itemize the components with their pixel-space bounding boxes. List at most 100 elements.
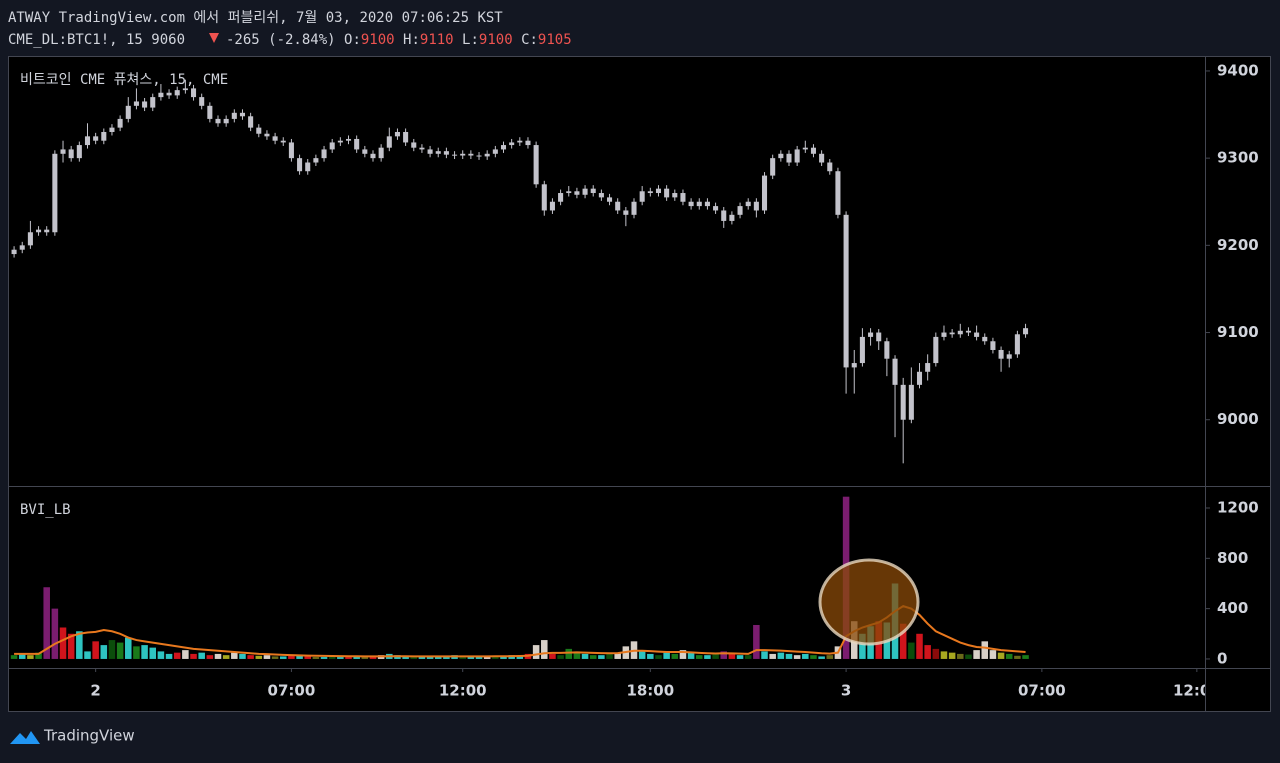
candle-body: [729, 214, 735, 221]
candle-body: [574, 191, 580, 195]
ohlc-label: H:: [403, 32, 420, 48]
volume-bar: [671, 653, 679, 659]
volume-bar: [581, 653, 589, 659]
volume-bar: [141, 645, 148, 659]
candle-body: [908, 384, 914, 420]
x-tick-label: 07:00: [268, 682, 316, 700]
axis-labels: 2 07:00 12:00 18:00 3 07:00 12:00 9000 9100 9200 9…: [90, 61, 1258, 699]
volume-bar: [18, 653, 26, 659]
volume-bar: [663, 652, 670, 659]
candle-body: [549, 201, 555, 211]
volume-bar: [239, 653, 246, 659]
candle-body: [802, 147, 808, 150]
volume-bar: [108, 640, 116, 659]
y-tick-label: 9100: [1217, 323, 1259, 341]
candle-body: [345, 138, 352, 141]
candle-body: [598, 193, 604, 198]
candle-body: [835, 171, 841, 215]
x-tick-label: 2: [90, 682, 100, 700]
candle-body: [941, 332, 947, 337]
volume-bar: [198, 652, 205, 659]
candle-body: [378, 147, 384, 159]
volume-bar: [328, 656, 336, 659]
candle-body: [794, 149, 800, 163]
volume-bar: [247, 655, 254, 659]
volume-bar: [173, 652, 181, 659]
candle-body: [892, 358, 898, 385]
volume-bar: [997, 652, 1005, 659]
volume-bar: [785, 653, 793, 659]
candle-body: [525, 140, 531, 146]
volume-bar: [1014, 655, 1021, 659]
volume-bar: [793, 655, 801, 659]
volume-bar: [720, 651, 727, 659]
candle-body: [778, 153, 784, 159]
candle-body: [655, 188, 662, 194]
candle-body: [419, 147, 425, 150]
volume-bar: [736, 655, 744, 659]
frame: [8, 56, 1271, 712]
candle-body: [166, 92, 172, 96]
candle-body: [876, 332, 882, 342]
volume-bar: [541, 640, 548, 659]
y-tick-label: 9300: [1217, 149, 1259, 167]
volume-bar: [647, 653, 654, 659]
candle-body: [182, 88, 188, 91]
candle-body: [288, 142, 294, 159]
y-tick-label: 9000: [1217, 410, 1259, 428]
volume-bar: [296, 655, 303, 659]
volume-bar: [728, 653, 736, 659]
volume-bar: [255, 655, 263, 659]
candle-body: [492, 149, 498, 154]
down-arrow: [209, 33, 219, 43]
y-tick-label: 9400: [1217, 61, 1259, 79]
volume-bar: [337, 657, 344, 659]
volume-bar: [402, 656, 409, 659]
candle-body: [60, 149, 66, 154]
volume-bar: [981, 641, 989, 659]
volume-bar: [418, 656, 426, 659]
time-axis-background: [9, 669, 1205, 711]
volume-bar: [27, 655, 34, 659]
candle-body: [84, 136, 91, 146]
volume-bar: [826, 655, 834, 659]
volume-bar: [1022, 655, 1029, 659]
ohlc-label: O:: [344, 32, 361, 48]
x-tick-label: 18:00: [626, 682, 674, 700]
ohlc-label: C:: [521, 32, 538, 48]
volume-bar: [59, 627, 67, 659]
volume-bar: [353, 656, 360, 659]
candle-body: [231, 112, 237, 119]
volume-bar: [557, 655, 564, 659]
candle-body: [1023, 328, 1029, 335]
candle-body: [590, 188, 596, 194]
candle-body: [337, 140, 343, 143]
volume-bar: [443, 657, 450, 659]
ohlc-value: 9105: [538, 32, 572, 48]
symbol: CME_DL:BTC1!, 15: [8, 32, 143, 48]
candle-body: [329, 142, 335, 150]
volume-bar: [214, 653, 222, 659]
candle-body: [500, 145, 507, 150]
candle-body: [541, 184, 547, 211]
volume-bar: [696, 655, 703, 659]
candle-body: [239, 112, 246, 117]
candle-body: [191, 88, 197, 98]
candle-body: [721, 210, 727, 221]
candle-body: [280, 140, 286, 143]
candle-body: [386, 136, 392, 148]
candle-body: [884, 341, 890, 359]
candle-body: [631, 201, 637, 215]
volume-bar: [304, 656, 311, 659]
candle-body: [843, 214, 849, 368]
volume-bar: [948, 652, 956, 659]
volume-bar: [100, 645, 108, 659]
volume-bar: [679, 650, 687, 659]
candle-body: [52, 153, 58, 233]
volume-bar: [459, 656, 466, 659]
volume-bar: [704, 655, 711, 659]
pane-title: BVI_LB: [20, 502, 71, 518]
candle-body: [933, 336, 939, 364]
volume-bar: [206, 655, 214, 659]
candle-body: [248, 116, 254, 128]
